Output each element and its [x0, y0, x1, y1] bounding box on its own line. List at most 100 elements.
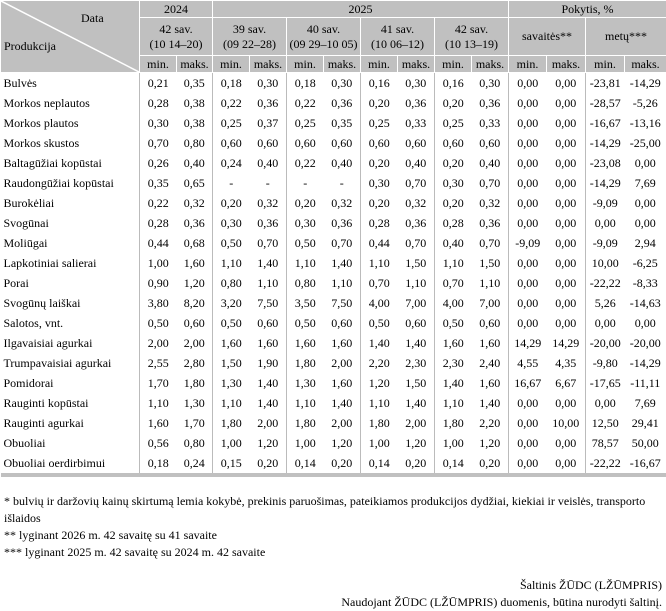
min-value: 0,70: [361, 273, 398, 293]
max-value: -25,00: [625, 133, 666, 153]
min-value: 0,00: [509, 293, 547, 313]
max-header: maks.: [472, 56, 509, 73]
min-value: -14,29: [586, 133, 625, 153]
max-value: -14,63: [625, 293, 666, 313]
min-value: 0,50: [213, 233, 250, 253]
min-header: min.: [140, 56, 177, 73]
max-value: 0,40: [472, 153, 509, 173]
max-value: 1,50: [472, 253, 509, 273]
min-value: 0,22: [287, 93, 324, 113]
min-value: 0,70: [140, 133, 177, 153]
min-value: -23,81: [586, 73, 625, 94]
max-header: maks.: [398, 56, 435, 73]
min-value: 0,00: [586, 393, 625, 413]
min-value: 1,60: [435, 333, 472, 353]
max-value: 0,30: [472, 73, 509, 94]
min-value: 0,90: [140, 273, 177, 293]
min-value: 1,60: [213, 333, 250, 353]
product-name: Morkos plautos: [1, 113, 140, 133]
max-value: 0,70: [250, 233, 287, 253]
max-value: 0,60: [472, 313, 509, 333]
min-value: -20,00: [586, 333, 625, 353]
max-value: 14,29: [547, 333, 586, 353]
min-value: 0,20: [361, 153, 398, 173]
product-name: Moliūgai: [1, 233, 140, 253]
min-value: 0,14: [287, 453, 324, 475]
max-value: 0,70: [472, 173, 509, 193]
min-value: 0,25: [213, 113, 250, 133]
max-value: 0,00: [625, 213, 666, 233]
min-value: 1,80: [287, 413, 324, 433]
min-value: 0,80: [213, 273, 250, 293]
citation-text: Naudojant ŽŪDC (LŽŪMPRIS) duomenis, būti…: [0, 594, 662, 611]
min-value: 0,30: [213, 213, 250, 233]
min-value: 0,00: [509, 213, 547, 233]
min-value: 0,14: [435, 453, 472, 475]
min-value: 1,80: [435, 413, 472, 433]
product-name: Obuoliai oerdirbimui: [1, 453, 140, 475]
max-value: 0,33: [472, 113, 509, 133]
min-value: 1,80: [213, 413, 250, 433]
max-value: 0,00: [625, 193, 666, 213]
min-value: 0,30: [435, 173, 472, 193]
min-value: -22,22: [586, 273, 625, 293]
max-value: 0,00: [625, 313, 666, 333]
max-value: 7,69: [625, 393, 666, 413]
max-value: 1,40: [398, 333, 435, 353]
min-value: 0,80: [287, 273, 324, 293]
max-value: 1,60: [324, 333, 361, 353]
min-value: 0,50: [213, 313, 250, 333]
min-value: 0,22: [287, 153, 324, 173]
product-name: Rauginti agurkai: [1, 413, 140, 433]
max-value: 0,36: [472, 213, 509, 233]
max-value: 0,60: [324, 313, 361, 333]
min-value: 4,00: [361, 293, 398, 313]
min-value: 1,70: [140, 373, 177, 393]
min-value: 3,80: [140, 293, 177, 313]
min-value: -14,29: [586, 173, 625, 193]
min-value: 1,60: [140, 413, 177, 433]
min-value: 0,60: [287, 133, 324, 153]
yearly-change-header: metų***: [586, 18, 666, 56]
min-value: 0,40: [435, 233, 472, 253]
max-value: 7,00: [398, 293, 435, 313]
max-value: 0,38: [177, 93, 213, 113]
product-name: Salotos, vnt.: [1, 313, 140, 333]
max-value: 1,60: [324, 373, 361, 393]
min-value: 0,00: [586, 213, 625, 233]
max-value: 0,37: [250, 113, 287, 133]
min-value: 0,00: [509, 193, 547, 213]
max-value: 8,20: [177, 293, 213, 313]
min-value: 0,20: [435, 153, 472, 173]
product-name: Obuoliai: [1, 433, 140, 453]
min-value: 1,10: [361, 393, 398, 413]
product-name: Baltagūžiai kopūstai: [1, 153, 140, 173]
min-value: -16,67: [586, 113, 625, 133]
min-value: 0,00: [509, 413, 547, 433]
max-value: 0,00: [547, 313, 586, 333]
max-value: 2,00: [177, 333, 213, 353]
min-value: 0,00: [509, 113, 547, 133]
product-name: Morkos skustos: [1, 133, 140, 153]
max-value: 1,60: [472, 373, 509, 393]
max-header: maks.: [625, 56, 666, 73]
max-value: -16,67: [625, 453, 666, 475]
min-value: 1,10: [140, 393, 177, 413]
min-value: 1,40: [435, 373, 472, 393]
max-value: 7,50: [324, 293, 361, 313]
min-value: 0,20: [287, 193, 324, 213]
min-value: 16,67: [509, 373, 547, 393]
min-value: 0,20: [213, 193, 250, 213]
min-value: 1,10: [435, 253, 472, 273]
min-value: 0,18: [287, 73, 324, 94]
max-value: 0,60: [250, 313, 287, 333]
